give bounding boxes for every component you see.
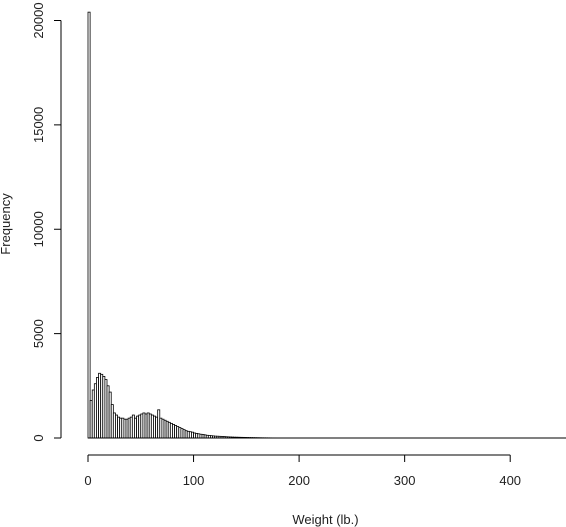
x-axis-title: Weight (lb.)	[292, 512, 358, 527]
histogram-bar	[87, 11, 91, 439]
histogram-bars	[87, 11, 292, 439]
y-axis-title: Frequency	[0, 193, 13, 255]
y-tick-label: 0	[31, 434, 46, 441]
x-axis: 0 100 200 300 400	[84, 454, 521, 488]
x-tick-label: 400	[499, 473, 521, 488]
y-axis: 0 5000 10000 15000 20000	[31, 2, 62, 442]
x-tick-label: 200	[288, 473, 310, 488]
x-tick-label: 100	[183, 473, 205, 488]
x-tick-label: 300	[394, 473, 416, 488]
y-tick-label: 15000	[31, 107, 46, 143]
y-tick-label: 5000	[31, 319, 46, 348]
y-tick-label: 20000	[31, 2, 46, 38]
x-tick-label: 0	[84, 473, 91, 488]
y-tick-label: 10000	[31, 211, 46, 247]
